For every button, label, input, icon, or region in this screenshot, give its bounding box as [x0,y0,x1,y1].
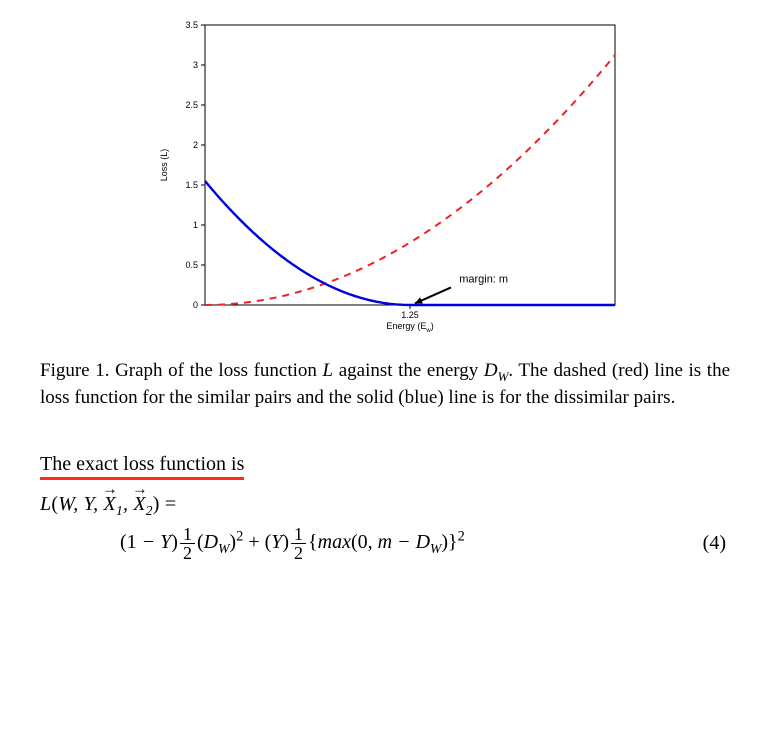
svg-text:2: 2 [193,140,198,150]
svg-text:1.5: 1.5 [185,180,198,190]
loss-chart: 0 0.5 1 1.5 2 2.5 3 3.5 1.25Energy (Ew) Loss (L) m… [135,10,635,350]
svg-text:1.25: 1.25 [401,310,419,320]
page-root: 0 0.5 1 1.5 2 2.5 3 3.5 1.25Energy (Ew) Loss (L) m… [0,0,770,739]
svg-text:1: 1 [193,220,198,230]
svg-text:2.5: 2.5 [185,100,198,110]
equation-number: (4) [703,532,730,555]
body-intro: The exact loss function is [40,453,730,480]
figure-caption: Figure 1. Graph of the loss function L a… [40,358,730,411]
svg-text:Energy (Ew): Energy (Ew) [386,321,433,334]
equation-rhs: (1 − Y)12(DW)2 + (Y)12{max(0, m − DW)}2 [40,525,465,562]
svg-text:3.5: 3.5 [185,20,198,30]
svg-text:margin: m: margin: m [459,274,508,286]
svg-text:3: 3 [193,60,198,70]
caption-body: Graph of the loss function L against the… [40,360,730,408]
intro-sentence: The exact loss function is [40,453,244,480]
svg-text:0: 0 [193,300,198,310]
equation-lhs: L(W, Y, X1, X2) = [40,490,730,519]
svg-text:Loss (L): Loss (L) [159,149,169,182]
figure-label: Figure 1. [40,360,109,381]
loss-equation: L(W, Y, X1, X2) = (1 − Y)12(DW)2 + (Y)12… [40,490,730,562]
chart-svg: 0 0.5 1 1.5 2 2.5 3 3.5 1.25Energy (Ew) Loss (L) m… [135,10,635,350]
svg-text:0.5: 0.5 [185,260,198,270]
